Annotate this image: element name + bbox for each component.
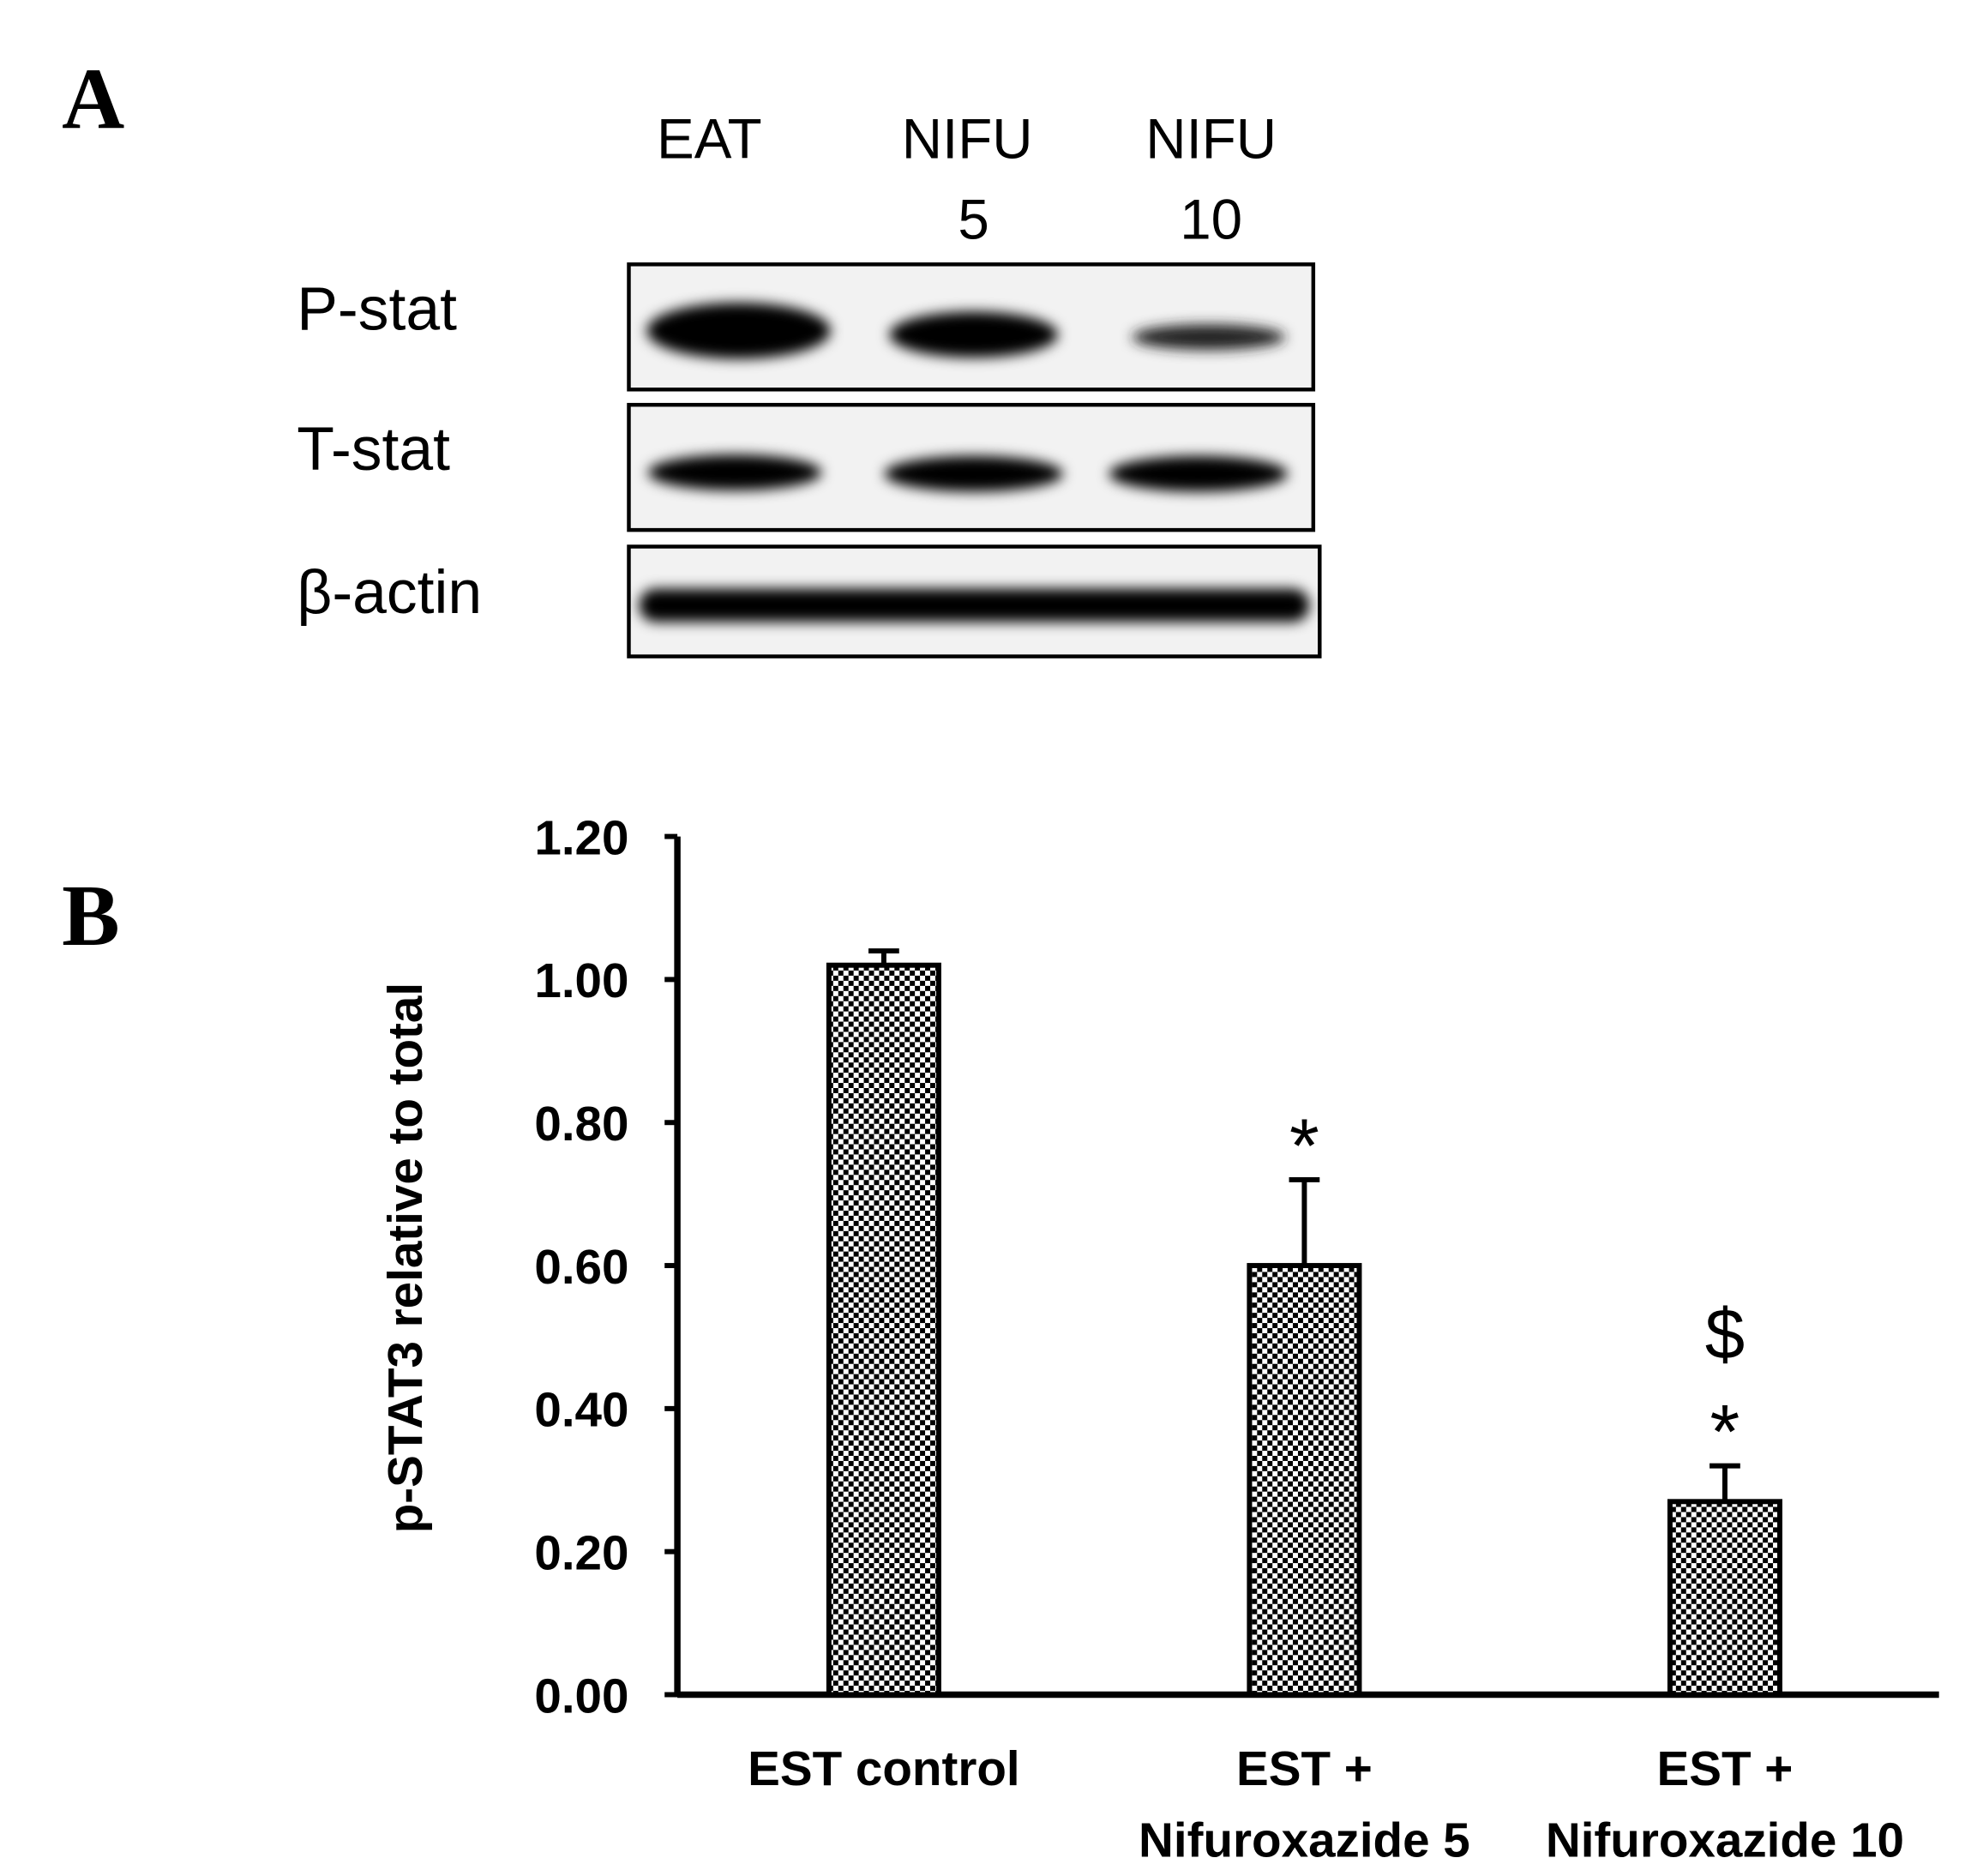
bar	[826, 962, 941, 1698]
row-label: P-stat	[297, 274, 457, 343]
x-tick-label: Nifuroxazide 5	[1139, 1813, 1470, 1867]
panel-label: B	[62, 868, 120, 964]
lane-label: NIFU	[902, 108, 1033, 171]
annotation: *	[1289, 1103, 1319, 1188]
row-label: β-actin	[297, 558, 482, 627]
row-label: T-stat	[297, 415, 450, 484]
y-tick-label: 1.00	[534, 953, 628, 1007]
x-tick-label: Nifuroxazide 10	[1546, 1813, 1904, 1867]
y-tick-label: 1.20	[534, 810, 628, 864]
lane-label: NIFU	[1145, 108, 1277, 171]
x-tick-label: EST +	[1236, 1741, 1373, 1795]
lane-label: 5	[958, 189, 988, 251]
y-tick-label: 0.40	[534, 1383, 628, 1437]
annotation: $	[1705, 1294, 1745, 1374]
lane-label: 10	[1180, 189, 1242, 251]
panel-label: A	[62, 51, 124, 147]
blot	[627, 262, 1322, 658]
y-axis-title: p-STAT3 relative to total	[378, 983, 432, 1533]
bar	[1247, 1263, 1362, 1698]
x-tick-label: EST +	[1657, 1741, 1794, 1795]
annotation: *	[1710, 1389, 1740, 1475]
bar	[1667, 1499, 1782, 1698]
y-tick-label: 0.60	[534, 1240, 628, 1294]
y-tick-label: 0.20	[534, 1526, 628, 1580]
y-tick-label: 0.80	[534, 1097, 628, 1151]
lane-label: EAT	[657, 108, 762, 171]
y-tick-label: 0.00	[534, 1669, 628, 1723]
x-tick-label: EST control	[748, 1741, 1019, 1795]
